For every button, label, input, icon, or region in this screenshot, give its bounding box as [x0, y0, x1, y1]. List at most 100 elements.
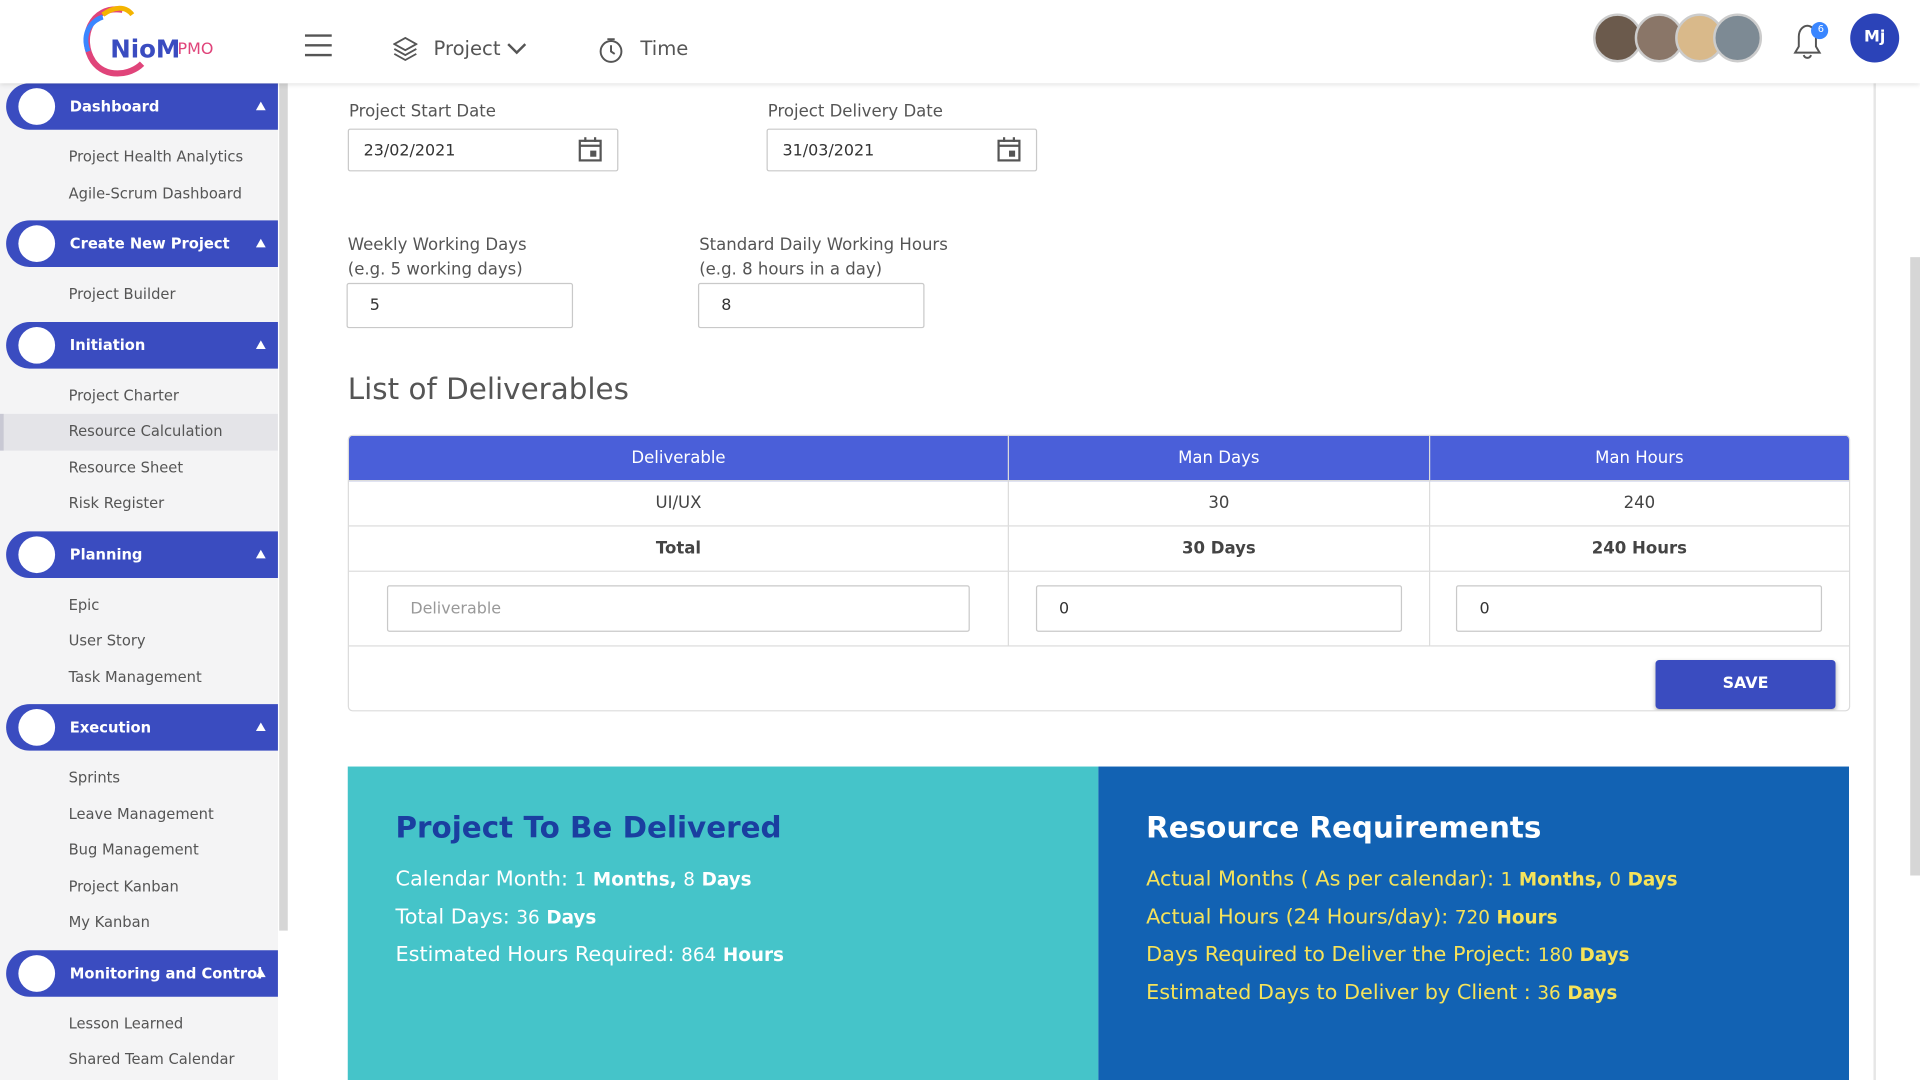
sidebar-item[interactable]: Task Management: [68, 667, 202, 686]
sidebar-item[interactable]: Bug Management: [68, 841, 199, 859]
logo-mark: [83, 5, 145, 77]
summary-value: 180: [1537, 944, 1573, 967]
summary-label: Actual Months ( As per calendar):: [1146, 866, 1494, 892]
calendar-icon[interactable]: [578, 137, 602, 163]
section-icon: [18, 535, 56, 573]
section-icon: [18, 954, 56, 992]
number-input[interactable]: 0: [1456, 585, 1823, 632]
field-value: 31/03/2021: [782, 142, 875, 161]
button-row: SAVE: [348, 645, 1849, 711]
top-bar: NioM PMO Project Time 6 Mj: [0, 0, 1920, 84]
sidebar-item[interactable]: Resource Sheet: [68, 458, 184, 476]
field-value: 8: [721, 296, 732, 315]
input-cell: 0: [1428, 570, 1849, 647]
section-icon: [18, 708, 56, 746]
content-border: [1873, 83, 1876, 1080]
sidebar-section-header[interactable]: Monitoring and Control: [6, 949, 278, 997]
summary-value: 0: [1609, 868, 1621, 891]
input-row: Deliverable 0 0: [348, 570, 1849, 647]
sidebar-item[interactable]: Project Health Analytics: [68, 148, 244, 166]
field-label: Project Start Date: [348, 101, 496, 122]
sidebar-item[interactable]: Lesson Learned: [68, 1014, 184, 1032]
summary-value: 36: [516, 906, 540, 929]
collapse-arrow: [255, 967, 266, 977]
deliverables-card: Deliverable Man Days Man Hours UI/UX 30 240 To…: [347, 434, 1851, 712]
number-input[interactable]: 0: [1035, 585, 1402, 632]
summary-line: Total Days: 36 Days: [396, 899, 784, 937]
nav-dropdown-arrow[interactable]: [507, 43, 527, 55]
summary-value: 36: [1537, 982, 1561, 1005]
logo-suffix: PMO: [177, 40, 214, 59]
sidebar-item[interactable]: Agile-Scrum Dashboard: [68, 184, 242, 202]
summary-unit: Days: [1627, 868, 1678, 891]
button-cell: SAVE: [348, 645, 1849, 711]
summary-label: Days Required to Deliver the Project:: [1146, 942, 1532, 968]
sidebar-item[interactable]: My Kanban: [68, 913, 150, 931]
nav-project[interactable]: Project: [433, 36, 501, 61]
summary-value: 8: [683, 868, 695, 891]
sidebar-section-header[interactable]: Execution: [6, 704, 278, 751]
section-icon: [18, 326, 56, 364]
section-title: Monitoring and Control: [69, 964, 263, 982]
sidebar-item[interactable]: Project Kanban: [68, 877, 179, 895]
time-icon: [599, 38, 623, 63]
summary-label: Estimated Days to Deliver by Client :: [1146, 980, 1531, 1006]
section-title: Initiation: [69, 336, 146, 354]
label-line: (e.g. 8 hours in a day): [699, 259, 883, 280]
start-date-input[interactable]: 23/02/2021: [347, 128, 619, 172]
collapse-arrow: [255, 238, 266, 248]
menu-toggle[interactable]: [304, 34, 332, 57]
sidebar-item[interactable]: Project Charter: [68, 386, 179, 404]
sidebar-item[interactable]: Project Builder: [68, 285, 176, 303]
label-line: (e.g. 5 working days): [347, 259, 523, 280]
table-row: UI/UX 30 240: [348, 480, 1849, 527]
input-cell: Deliverable: [348, 570, 1010, 647]
user-avatar[interactable]: Mj: [1850, 13, 1900, 63]
field-value: 5: [369, 296, 380, 315]
sidebar-section-header[interactable]: Create New Project: [6, 220, 278, 267]
page-scrollbar: [1910, 257, 1920, 876]
summary-unit: Days: [701, 868, 752, 891]
summary-unit: Days: [1579, 944, 1630, 967]
sidebar-items: Sprints Leave Management Bug Management Pro…: [0, 751, 278, 950]
sidebar-items: Project Builder: [0, 267, 278, 321]
save-button[interactable]: SAVE: [1655, 660, 1836, 709]
sidebar: Dashboard Project Health Analytics Agile-S…: [0, 83, 278, 1080]
panel-title: Resource Requirements: [1146, 810, 1542, 845]
nav-time[interactable]: Time: [640, 36, 689, 61]
label-line: Standard Daily Working Hours: [699, 235, 948, 255]
sidebar-section-header[interactable]: Planning: [6, 530, 278, 578]
sidebar-item[interactable]: User Story: [68, 631, 146, 649]
sidebar-item[interactable]: Leave Management: [68, 805, 214, 823]
deliverable-input[interactable]: Deliverable: [387, 585, 970, 632]
panel-lines: Calendar Month: 1 Months, 8 Days Total Da…: [396, 861, 784, 975]
sidebar-item[interactable]: Sprints: [68, 768, 121, 787]
team-avatars[interactable]: [1592, 12, 1763, 63]
weekly-days-input[interactable]: 5: [346, 282, 574, 329]
sidebar-items: Lesson Learned Shared Team Calendar: [0, 996, 278, 1080]
summary-unit: Hours: [722, 944, 784, 967]
notification-bell[interactable]: [1788, 20, 1830, 62]
sidebar-section-header[interactable]: Dashboard: [6, 83, 278, 130]
section-icon: [18, 225, 56, 263]
sidebar-item[interactable]: Shared Team Calendar: [68, 1050, 235, 1068]
sidebar-item[interactable]: Risk Register: [68, 494, 165, 512]
collapse-arrow: [255, 339, 266, 349]
section-title: Execution: [69, 718, 152, 736]
summary-label: Estimated Hours Required:: [395, 942, 675, 968]
sidebar-item[interactable]: Resource Calculation: [0, 413, 278, 451]
sidebar-items: Project Health Analytics Agile-Scrum Dash…: [0, 130, 278, 221]
label-line: Weekly Working Days: [347, 235, 527, 255]
sidebar-section-header[interactable]: Initiation: [6, 321, 278, 368]
field-label: Project Delivery Date: [767, 101, 943, 122]
calendar-icon[interactable]: [997, 137, 1021, 163]
daily-hours-input[interactable]: 8: [697, 282, 925, 329]
delivery-date-input[interactable]: 31/03/2021: [766, 128, 1038, 172]
section-icon: [18, 88, 56, 125]
summary-panel: Project To Be Delivered Calendar Month: 1…: [347, 766, 1099, 1080]
summary-label: Calendar Month:: [395, 866, 568, 892]
field-label: Weekly Working Days (e.g. 5 working days): [348, 233, 527, 282]
sidebar-item[interactable]: Epic: [68, 595, 100, 613]
